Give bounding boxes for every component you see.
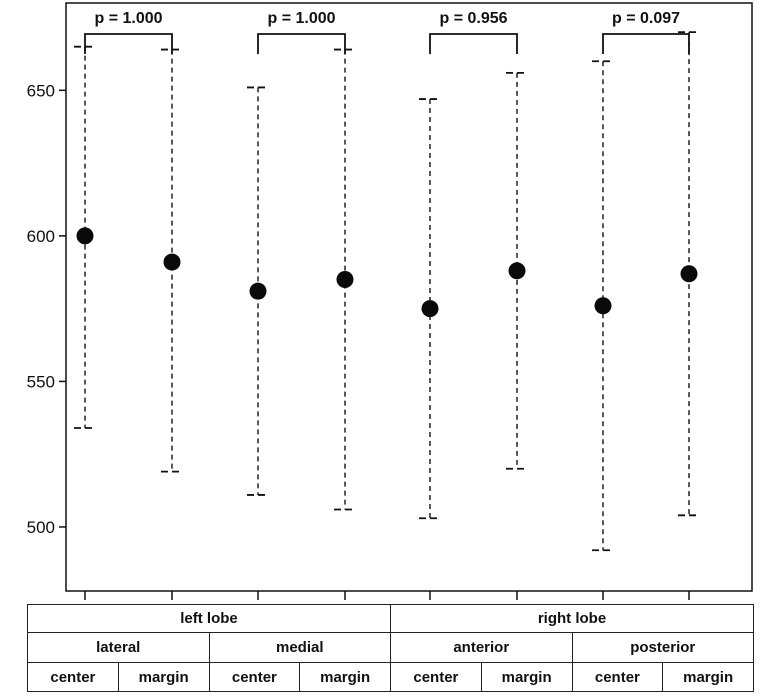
comparison-bracket	[84, 33, 173, 54]
comparison-group: p = 1.000	[84, 10, 173, 54]
y-tick-label: 650	[27, 81, 55, 100]
error-bar-group	[592, 60, 614, 552]
y-tick-label: 550	[27, 372, 55, 391]
position-label: margin	[480, 662, 573, 692]
error-bar-group	[74, 45, 96, 429]
p-value-label: p = 0.956	[439, 10, 507, 27]
comparison-brackets: p = 1.000 p = 1.000 p = 0.956 p = 0.097	[84, 10, 690, 54]
comparison-group: p = 0.097	[602, 10, 690, 54]
y-axis: 500 550 600 650	[27, 81, 66, 537]
position-label: center	[571, 662, 664, 692]
region-label-lateral: lateral	[27, 632, 210, 663]
position-label: center	[390, 662, 482, 692]
mean-point	[594, 297, 612, 315]
error-bar-group	[161, 48, 183, 473]
lobe-label-right: right lobe	[390, 604, 754, 633]
region-label-anterior: anterior	[390, 632, 573, 663]
p-value-label: p = 1.000	[94, 10, 162, 27]
comparison-group: p = 0.956	[429, 10, 518, 54]
position-label: center	[27, 662, 119, 692]
comparison-bracket	[602, 33, 690, 54]
error-bars	[74, 31, 700, 552]
error-bar-group	[247, 86, 269, 496]
region-label-posterior: posterior	[571, 632, 754, 663]
mean-point	[249, 282, 267, 300]
mean-point	[163, 253, 181, 271]
mean-point	[680, 265, 698, 283]
comparison-group: p = 1.000	[257, 10, 346, 54]
p-value-label: p = 1.000	[267, 10, 335, 27]
error-bar-group	[334, 48, 356, 511]
error-bar-group	[678, 31, 700, 517]
mean-point	[76, 227, 94, 245]
mean-point	[508, 262, 526, 280]
plot-frame	[65, 2, 753, 592]
region-label-medial: medial	[208, 632, 391, 663]
error-bar-group	[419, 98, 441, 520]
y-tick-label: 600	[27, 227, 55, 246]
category-table: left lobe right lobe lateral medial ante…	[27, 604, 754, 692]
position-label: margin	[662, 662, 754, 692]
comparison-bracket	[257, 33, 346, 54]
lobe-label-left: left lobe	[27, 604, 391, 633]
mean-point	[336, 271, 354, 289]
x-axis-ticks	[84, 591, 690, 600]
position-label: center	[208, 662, 301, 692]
y-tick-label: 500	[27, 518, 55, 537]
position-label: margin	[299, 662, 391, 692]
position-label: margin	[117, 662, 210, 692]
comparison-bracket	[429, 33, 518, 54]
mean-point	[421, 300, 439, 318]
error-bar-chart: 500 550 600 650 p = 1.000 p = 1.000 p = 0.956…	[27, 2, 753, 600]
error-bar-group	[506, 71, 528, 470]
p-value-label: p = 0.097	[612, 10, 680, 27]
